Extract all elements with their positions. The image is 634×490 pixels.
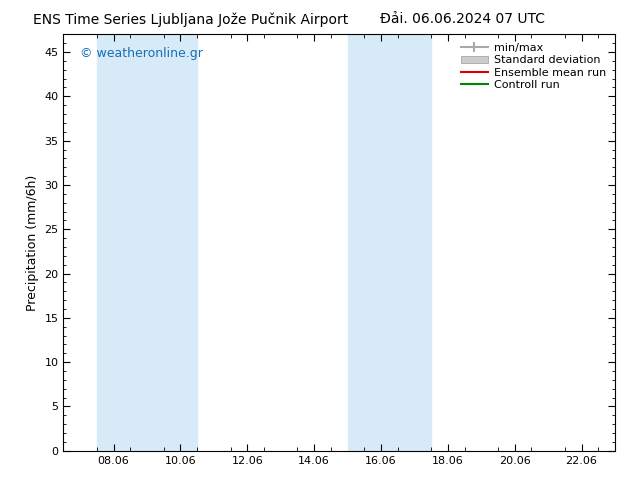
Y-axis label: Precipitation (mm/6h): Precipitation (mm/6h) [26,174,39,311]
Text: © weatheronline.gr: © weatheronline.gr [80,47,203,60]
Text: ENS Time Series Ljubljana Jože Pučnik Airport: ENS Time Series Ljubljana Jože Pučnik Ai… [32,12,348,27]
Text: Đải. 06.06.2024 07 UTC: Đải. 06.06.2024 07 UTC [380,12,545,26]
Bar [97,34,197,451]
Bar [347,34,431,451]
Legend: min/max, Standard deviation, Ensemble mean run, Controll run: min/max, Standard deviation, Ensemble me… [457,40,609,93]
